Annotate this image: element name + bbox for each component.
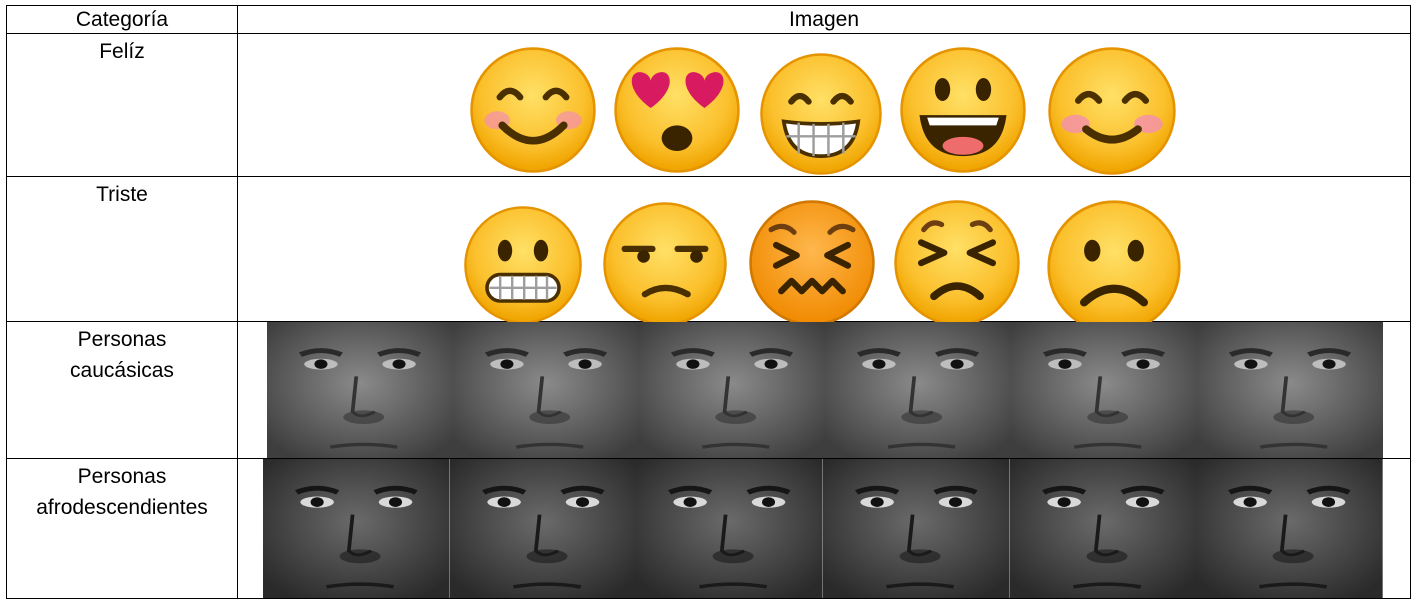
smiling-blush-face-icon (470, 47, 596, 173)
sad-emoji-cell (237, 176, 1411, 334)
face-photo (263, 459, 450, 598)
category-label-happy: Felíz (99, 40, 145, 63)
table-row: Personas afrodescendientes (6, 458, 1411, 599)
smiling-blush-face-icon (1048, 47, 1176, 175)
category-label-sad: Triste (96, 183, 148, 206)
persevering-face-icon (894, 200, 1020, 326)
category-label-afro-line2: afrodescendientes (36, 496, 208, 519)
face-photo (1197, 322, 1383, 458)
face-photo (822, 459, 1010, 598)
face-photo (1009, 459, 1197, 598)
unamused-face-icon (603, 202, 727, 326)
face-photo (639, 322, 825, 458)
frowning-face-icon (1047, 200, 1181, 334)
face-photo (267, 322, 453, 458)
open-mouth-smile-face-icon (900, 47, 1026, 173)
grimacing-face-icon (464, 206, 582, 324)
category-label-caucasian-line2: caucásicas (70, 359, 174, 382)
face-photo (453, 322, 639, 458)
grinning-teeth-face-icon (760, 53, 882, 175)
face-photo (1196, 459, 1383, 598)
category-label-caucasian-line1: Personas (77, 328, 167, 351)
emotion-category-table: Categoría Imagen Felíz (6, 5, 1411, 599)
table-row: Personas caucásicas (6, 321, 1411, 459)
table-row: Felíz (6, 33, 1411, 177)
table-row: Triste (6, 176, 1411, 334)
header-category: Categoría (6, 5, 238, 34)
face-photo (449, 459, 637, 598)
face-photo (1011, 322, 1197, 458)
face-photo (636, 459, 823, 598)
heart-eyes-face-icon (614, 47, 740, 173)
header-image: Imagen (237, 5, 1411, 34)
happy-emoji-cell (237, 33, 1411, 177)
category-label-afro-line1: Personas (77, 465, 167, 488)
confounded-face-icon (749, 200, 875, 326)
afro-photos-cell (237, 458, 1411, 599)
face-photo (825, 322, 1011, 458)
caucasian-photos-cell (237, 321, 1411, 459)
